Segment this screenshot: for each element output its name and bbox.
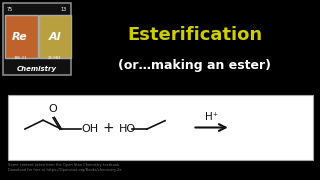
- Text: Al: Al: [48, 32, 61, 42]
- Text: Chemistry: Chemistry: [17, 66, 57, 72]
- Bar: [8, 95, 313, 160]
- Text: 75: 75: [7, 7, 13, 12]
- Text: +: +: [103, 121, 115, 135]
- Text: OH: OH: [81, 124, 98, 134]
- Text: O: O: [48, 105, 57, 114]
- Text: H⁺: H⁺: [205, 112, 218, 122]
- Bar: [5, 15, 38, 58]
- Text: 13: 13: [61, 7, 67, 12]
- Text: Esterification: Esterification: [127, 26, 263, 44]
- Text: 26.982: 26.982: [48, 57, 61, 60]
- Text: Some content taken from the Open Stax Chemistry textbook.
Download for free at h: Some content taken from the Open Stax Ch…: [8, 163, 122, 172]
- Bar: [3, 3, 71, 75]
- Text: 186.21: 186.21: [13, 57, 27, 60]
- Text: HO: HO: [119, 124, 136, 134]
- Text: Re: Re: [12, 32, 28, 42]
- Text: (or…making an ester): (or…making an ester): [118, 58, 271, 71]
- Bar: [39, 15, 71, 58]
